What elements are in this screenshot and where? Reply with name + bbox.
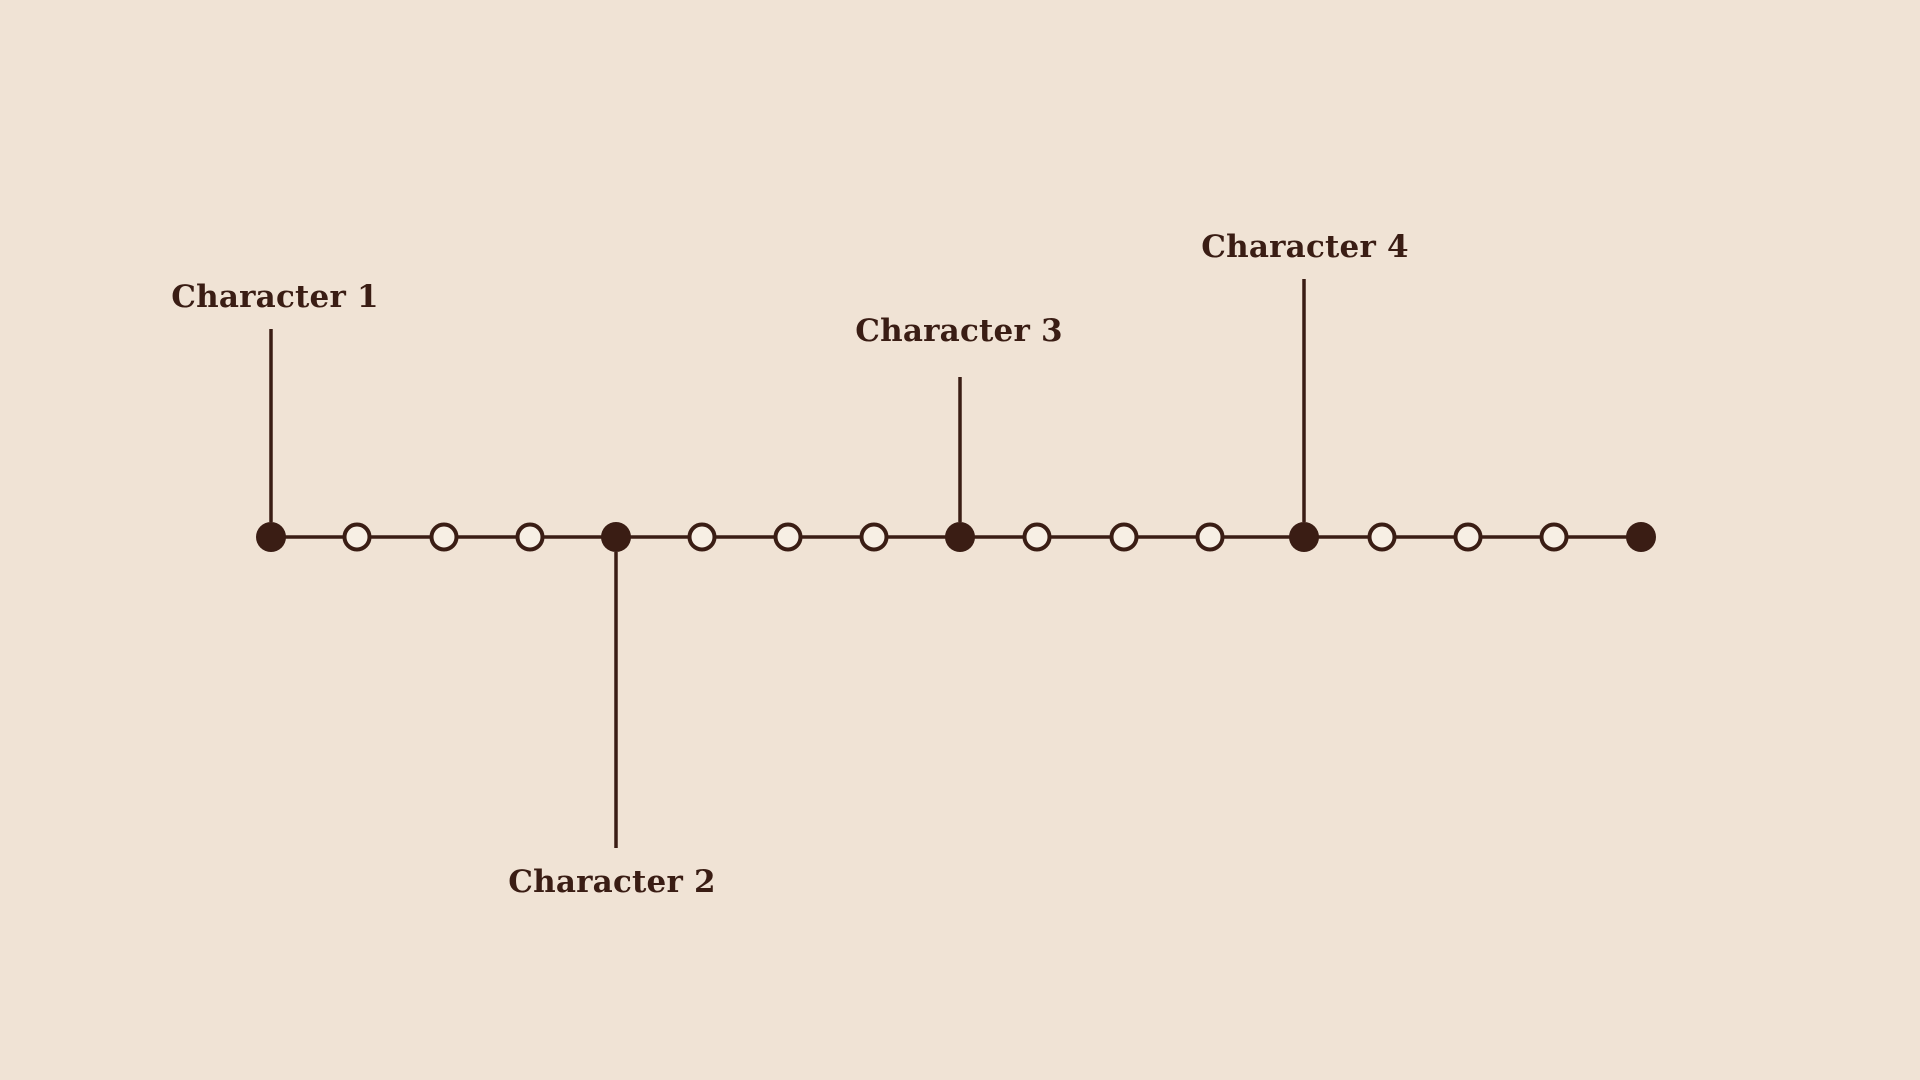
timeline-node-hollow [515, 522, 545, 552]
timeline-node-hollow [429, 522, 459, 552]
timeline-node-hollow [687, 522, 717, 552]
timeline-node-filled [1289, 522, 1319, 552]
marker-label-character-3: Character 3 [855, 313, 1063, 349]
timeline-node-hollow [342, 522, 372, 552]
marker-stems [269, 279, 1306, 848]
timeline-node-hollow [1539, 522, 1569, 552]
timeline-nodes [256, 522, 1656, 552]
timeline-node-hollow [1367, 522, 1397, 552]
marker-label-character-1: Character 1 [171, 279, 379, 315]
timeline-node-hollow [773, 522, 803, 552]
timeline-node-filled [256, 522, 286, 552]
timeline-node-hollow [1022, 522, 1052, 552]
timeline-node-filled [945, 522, 975, 552]
timeline-node-filled [601, 522, 631, 552]
marker-label-character-2: Character 2 [508, 864, 716, 900]
timeline-node-filled [1626, 522, 1656, 552]
timeline-node-hollow [1453, 522, 1483, 552]
timeline-node-hollow [1195, 522, 1225, 552]
marker-label-character-4: Character 4 [1201, 229, 1409, 265]
timeline-node-hollow [859, 522, 889, 552]
timeline-node-hollow [1109, 522, 1139, 552]
